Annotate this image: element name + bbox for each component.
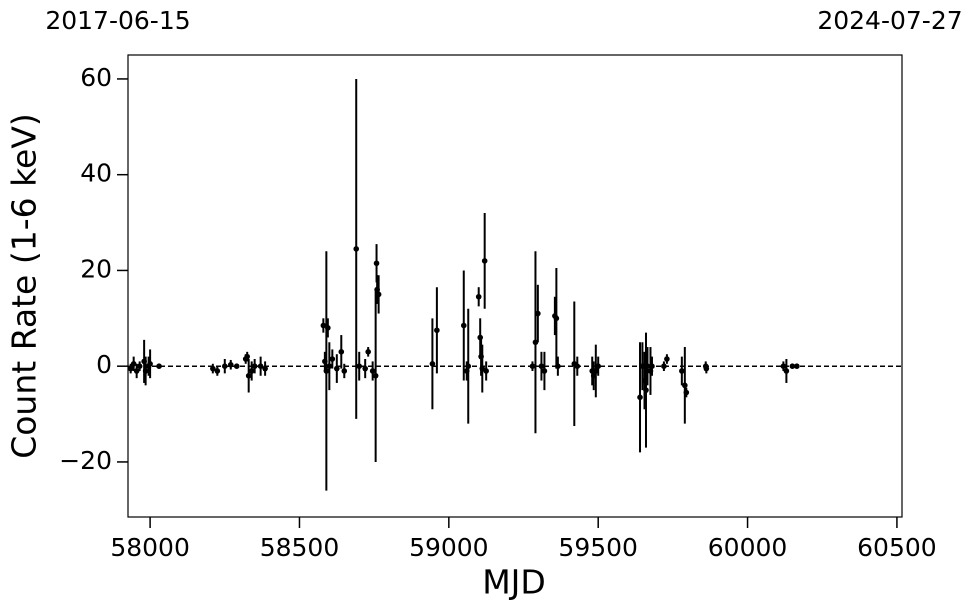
data-point bbox=[483, 368, 489, 374]
data-point bbox=[683, 389, 690, 396]
data-point bbox=[133, 368, 140, 374]
top-left-date: 2017-06-15 bbox=[45, 6, 190, 35]
data-point bbox=[262, 365, 268, 372]
data-point bbox=[538, 363, 545, 369]
data-point bbox=[147, 360, 153, 367]
x-tick-label: 58500 bbox=[260, 533, 340, 562]
data-point bbox=[481, 258, 488, 264]
data-point bbox=[590, 372, 597, 379]
data-point bbox=[535, 310, 541, 317]
data-point bbox=[136, 363, 143, 369]
y-tick-label: 20 bbox=[80, 254, 112, 283]
x-tick-label: 59000 bbox=[409, 533, 489, 562]
data-point bbox=[323, 368, 330, 374]
data-point bbox=[429, 360, 436, 367]
y-axis-label: Count Rate (1-6 keV) bbox=[5, 113, 44, 459]
data-point bbox=[647, 368, 654, 374]
data-point bbox=[141, 358, 147, 365]
data-point bbox=[227, 361, 234, 368]
data-point bbox=[463, 368, 470, 374]
data-point bbox=[475, 293, 482, 300]
data-point bbox=[373, 260, 380, 267]
data-point bbox=[555, 363, 561, 369]
data-point bbox=[649, 363, 655, 369]
y-tick-label: 60 bbox=[80, 63, 112, 92]
data-point bbox=[553, 315, 560, 322]
data-point bbox=[643, 387, 649, 393]
data-point bbox=[595, 363, 601, 369]
data-point bbox=[353, 246, 360, 252]
x-tick-label: 60500 bbox=[857, 533, 937, 562]
data-point bbox=[130, 360, 137, 367]
data-point bbox=[641, 377, 648, 384]
data-point bbox=[375, 291, 382, 298]
data-point bbox=[574, 363, 581, 369]
data-point bbox=[789, 363, 796, 369]
data-point bbox=[210, 365, 216, 372]
data-point bbox=[679, 368, 685, 374]
data-point bbox=[783, 368, 790, 374]
data-point bbox=[639, 363, 646, 369]
data-point bbox=[593, 368, 599, 374]
data-point bbox=[127, 365, 134, 372]
x-tick-label: 59500 bbox=[558, 533, 638, 562]
data-point bbox=[338, 349, 345, 355]
y-tick-label: 40 bbox=[80, 159, 112, 188]
data-point bbox=[703, 365, 710, 372]
y-tick-label: 0 bbox=[96, 350, 112, 379]
plot-frame bbox=[127, 54, 903, 518]
data-point bbox=[362, 365, 368, 372]
data-point bbox=[244, 353, 250, 360]
data-point bbox=[334, 365, 340, 372]
x-axis-label: MJD bbox=[482, 563, 546, 602]
data-point bbox=[142, 368, 149, 374]
data-point bbox=[529, 363, 536, 369]
data-point bbox=[478, 353, 484, 360]
data-point bbox=[780, 363, 787, 369]
data-point bbox=[365, 349, 371, 355]
data-point bbox=[214, 368, 221, 374]
data-point bbox=[369, 368, 376, 374]
data-point bbox=[477, 334, 483, 341]
data-point bbox=[257, 363, 264, 369]
data-point bbox=[374, 286, 380, 293]
data-point bbox=[322, 358, 328, 365]
data-point bbox=[341, 368, 348, 374]
data-point bbox=[637, 394, 643, 401]
data-point bbox=[221, 363, 228, 369]
data-point bbox=[794, 363, 800, 369]
data-point bbox=[248, 368, 255, 374]
data-point bbox=[356, 363, 363, 369]
data-point bbox=[233, 363, 240, 369]
data-point bbox=[661, 363, 667, 369]
data-point bbox=[460, 322, 467, 329]
data-point bbox=[320, 322, 327, 329]
x-tick-label: 58000 bbox=[110, 533, 190, 562]
data-point bbox=[644, 363, 651, 369]
data-point bbox=[329, 356, 336, 362]
data-point bbox=[664, 356, 670, 362]
data-point bbox=[434, 327, 440, 334]
data-point bbox=[372, 372, 379, 379]
top-right-date: 2024-07-27 bbox=[817, 6, 962, 35]
data-point bbox=[325, 325, 331, 331]
x-tick-label: 60000 bbox=[708, 533, 788, 562]
data-point bbox=[245, 372, 252, 379]
y-tick-label: −20 bbox=[59, 446, 112, 475]
data-point bbox=[465, 363, 472, 369]
data-point bbox=[682, 382, 688, 389]
data-point bbox=[326, 363, 333, 369]
data-point bbox=[532, 339, 539, 346]
data-point bbox=[541, 368, 548, 374]
data-point bbox=[251, 363, 258, 369]
data-point bbox=[156, 363, 162, 369]
